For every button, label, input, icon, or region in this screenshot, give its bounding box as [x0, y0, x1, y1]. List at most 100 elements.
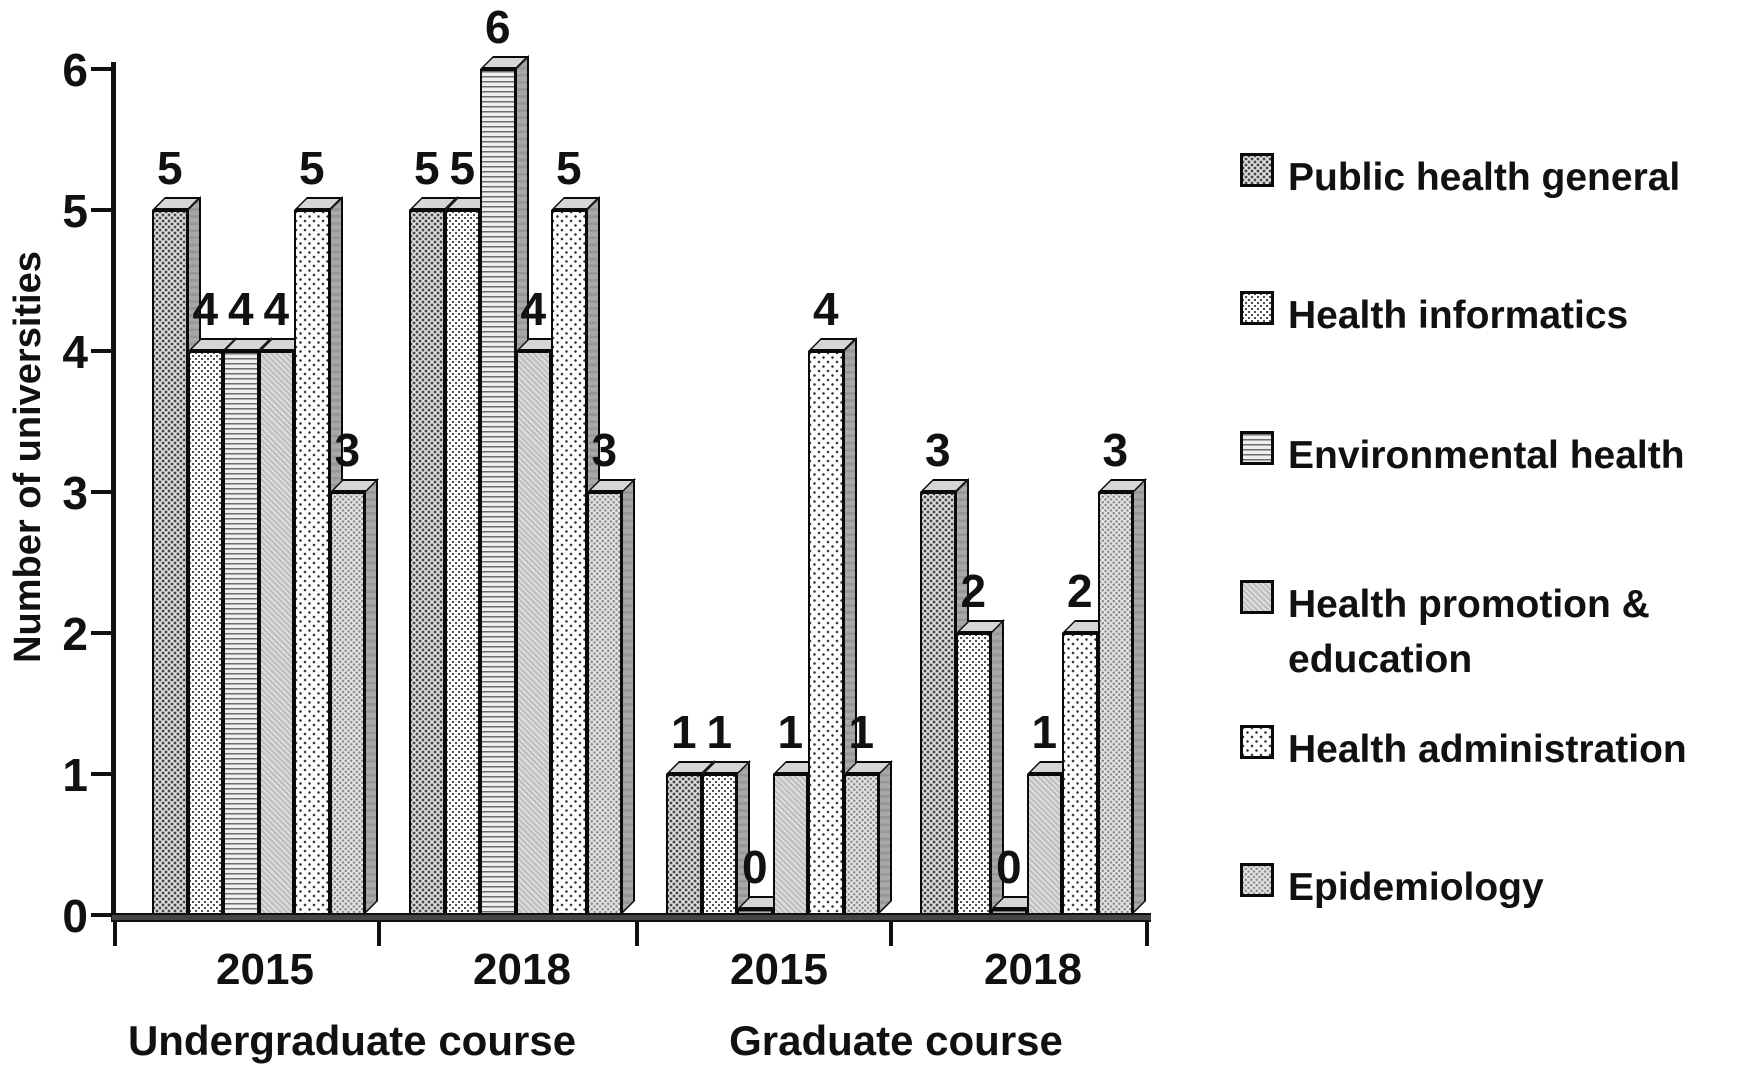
bar-h-lines-group1	[223, 337, 272, 915]
legend-item-fine-dots: Health informatics	[1240, 288, 1738, 343]
legend-label: Health informatics	[1288, 294, 1629, 337]
x-axis-year-label: 2015	[216, 945, 314, 994]
crosshatch-swatch-icon	[1240, 153, 1274, 187]
legend-item-crosshatch: Public health general	[1240, 150, 1738, 205]
bar-value-label: 3	[591, 424, 618, 476]
legend-item-light-dots: Epidemiology	[1240, 860, 1738, 915]
bar-front-face	[955, 633, 991, 915]
legend-label: Health promotion & education	[1288, 583, 1650, 682]
legend-item-h-lines: Environmental health	[1240, 428, 1738, 483]
bar-light-dots-group1	[329, 478, 378, 915]
x-axis-year-label: 2015	[730, 945, 828, 994]
bar-value-label: 4	[520, 283, 547, 335]
bar-value-label: 4	[812, 283, 839, 335]
bar-side-face	[1132, 478, 1146, 915]
bar-sparse-dots-group4	[1062, 619, 1111, 915]
bar-value-label: 3	[334, 424, 361, 476]
fine-dots-swatch-icon	[1240, 291, 1274, 325]
bar-front-face	[329, 492, 365, 915]
bar-front-face	[920, 492, 956, 915]
legend-item-sparse-dots: Health administration	[1240, 722, 1738, 777]
bar-light-dots-group2	[586, 478, 635, 915]
legend-label: Public health general	[1288, 156, 1681, 199]
bar-h-lines-group2	[480, 55, 529, 915]
bar-value-label: 4	[192, 283, 219, 335]
bar-value-label: 0	[995, 841, 1022, 893]
sparse-dots-swatch-icon	[1240, 725, 1274, 759]
x-axis-line	[112, 913, 1151, 922]
x-axis-tick	[1145, 920, 1149, 946]
bar-front-face	[258, 351, 294, 915]
bar-value-label: 1	[1031, 706, 1058, 758]
bar-sparse-dots-group2	[551, 196, 600, 915]
y-tick-label: 2	[62, 608, 88, 660]
bar-value-label: 2	[960, 565, 987, 617]
bar-front-face	[808, 351, 844, 915]
bar-value-label: 1	[670, 706, 697, 758]
x-axis-tick	[889, 920, 893, 946]
bar-fine-dots-group1	[187, 337, 236, 915]
bar-light-dots-group3	[843, 760, 892, 915]
bar-sparse-dots-group1	[294, 196, 343, 915]
legend-label: Epidemiology	[1288, 866, 1544, 909]
bar-front-face	[223, 351, 259, 915]
y-axis-tick	[91, 208, 113, 212]
y-tick-label: 1	[62, 749, 88, 801]
bar-value-label: 4	[263, 283, 290, 335]
y-axis-tick	[91, 631, 113, 635]
bar-sparse-dots-group3	[808, 337, 857, 915]
bar-side-face	[621, 478, 635, 915]
y-axis-tick	[91, 772, 113, 776]
bar-value-label: 5	[298, 142, 325, 194]
bar-value-label: 4	[227, 283, 254, 335]
bar-diag-gray-group1	[258, 337, 307, 915]
light-dots-swatch-icon	[1240, 863, 1274, 897]
bar-front-face	[409, 210, 445, 915]
bar-diag-gray-group2	[515, 337, 564, 915]
bar-side-face	[364, 478, 378, 915]
x-axis-tick	[635, 920, 639, 946]
bar-front-face	[1097, 492, 1133, 915]
bar-value-label: 5	[555, 142, 582, 194]
bar-value-label: 1	[848, 706, 875, 758]
bar-value-label: 5	[156, 142, 183, 194]
bar-front-face	[294, 210, 330, 915]
bar-value-label: 6	[484, 1, 511, 53]
bar-front-face	[152, 210, 188, 915]
bar-front-face	[772, 774, 808, 915]
bar-front-face	[187, 351, 223, 915]
y-axis-tick	[91, 490, 113, 494]
x-axis-year-label: 2018	[473, 945, 571, 994]
bar-crosshatch-group1	[152, 196, 201, 915]
bar-front-face	[444, 210, 480, 915]
bar-value-label: 1	[706, 706, 733, 758]
bar-diag-gray-group3	[772, 760, 821, 915]
y-axis-tick	[91, 349, 113, 353]
x-axis-course-label: Undergraduate course	[127, 1017, 577, 1064]
legend-label: Health administration	[1288, 728, 1687, 771]
y-tick-label: 6	[62, 44, 88, 96]
legend-item-diag-gray: Health promotion & education	[1240, 577, 1738, 688]
bar-side-face	[878, 760, 892, 915]
bar-front-face	[586, 492, 622, 915]
bar-front-face	[480, 69, 516, 915]
h-lines-swatch-icon	[1240, 431, 1274, 465]
y-tick-label: 3	[62, 467, 88, 519]
bar-value-label: 1	[777, 706, 804, 758]
bar-value-label: 3	[924, 424, 951, 476]
y-axis-title: Number of universities	[7, 251, 49, 663]
bar-value-label: 3	[1102, 424, 1129, 476]
bar-value-label: 2	[1066, 565, 1093, 617]
legend-label: Environmental health	[1288, 434, 1685, 477]
bar-front-face	[1062, 633, 1098, 915]
y-axis-tick	[91, 913, 113, 917]
y-tick-label: 4	[62, 326, 88, 378]
y-tick-label: 5	[62, 185, 88, 237]
y-axis-tick	[91, 67, 113, 71]
bar-light-dots-group4	[1097, 478, 1146, 915]
bar-value-label: 5	[449, 142, 476, 194]
bar-front-face	[551, 210, 587, 915]
bar-front-face	[666, 774, 702, 915]
x-axis-tick	[113, 920, 117, 946]
